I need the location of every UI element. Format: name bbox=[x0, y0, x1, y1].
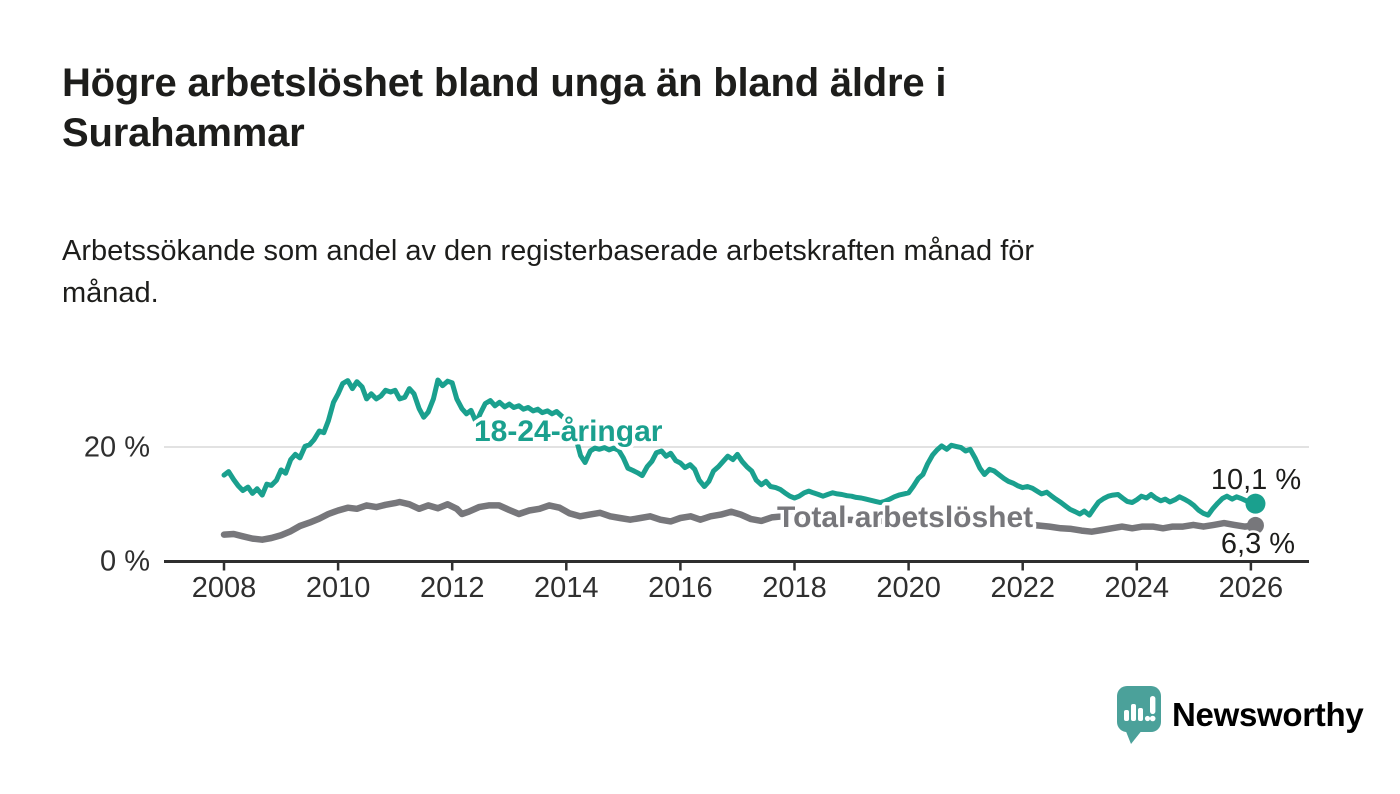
chart-subtitle-line-1: Arbetssökande som andel av den registerb… bbox=[62, 235, 1035, 267]
series-label-1: Total arbetslöshet bbox=[777, 501, 1033, 534]
series-label-0: 18-24-åringar bbox=[474, 415, 663, 448]
newsworthy-pin-barchart-icon bbox=[1117, 686, 1161, 744]
x-tick-label-2008: 2008 bbox=[192, 572, 257, 604]
series-lines bbox=[220, 377, 1259, 543]
end-dot-0 bbox=[1245, 493, 1266, 514]
page-title-line-1: Högre arbetslöshet bland unga än bland ä… bbox=[62, 61, 947, 105]
x-tick-label-2026: 2026 bbox=[1219, 572, 1284, 604]
series-line-0 bbox=[221, 377, 1258, 518]
x-tick-label-2016: 2016 bbox=[648, 572, 713, 604]
x-tick-label-2012: 2012 bbox=[420, 572, 485, 604]
brand-name: Newsworthy bbox=[1172, 696, 1364, 733]
y-axis-labels: 0 % 20 % bbox=[84, 432, 150, 578]
x-tick-label-2020: 2020 bbox=[876, 572, 941, 604]
y-tick-label: 0 % bbox=[100, 546, 150, 578]
x-tick-label-2010: 2010 bbox=[306, 572, 371, 604]
x-tick-label-2018: 2018 bbox=[762, 572, 827, 604]
x-axis: 2008 2010 2012 2014 2016 2018 2020 2022 2024 2026 bbox=[164, 560, 1309, 604]
newsworthy-logo: Newsworthy bbox=[1117, 686, 1364, 744]
chart-subtitle: Arbetssökande som andel av den registerb… bbox=[62, 230, 1362, 314]
series-line-1 bbox=[220, 498, 1259, 543]
x-tick-label-2022: 2022 bbox=[990, 572, 1055, 604]
x-tick-label-2024: 2024 bbox=[1105, 572, 1170, 604]
y-tick-label: 20 % bbox=[84, 432, 150, 464]
end-dot-1 bbox=[1246, 516, 1264, 534]
end-value-label-0: 10,1 % bbox=[1211, 464, 1301, 496]
x-tick-label-2014: 2014 bbox=[534, 572, 599, 604]
page-title: Högre arbetslöshet bland unga än bland ä… bbox=[62, 58, 1362, 159]
end-markers: 10,1 % 6,3 % bbox=[1208, 462, 1303, 563]
end-value-label-1: 6,3 % bbox=[1221, 528, 1295, 560]
chart-subtitle-line-2: månad. bbox=[62, 277, 159, 310]
page-title-line-2: Surahammar bbox=[62, 111, 305, 156]
series-labels: 18-24-åringar Total arbetslöshet bbox=[471, 412, 1037, 538]
